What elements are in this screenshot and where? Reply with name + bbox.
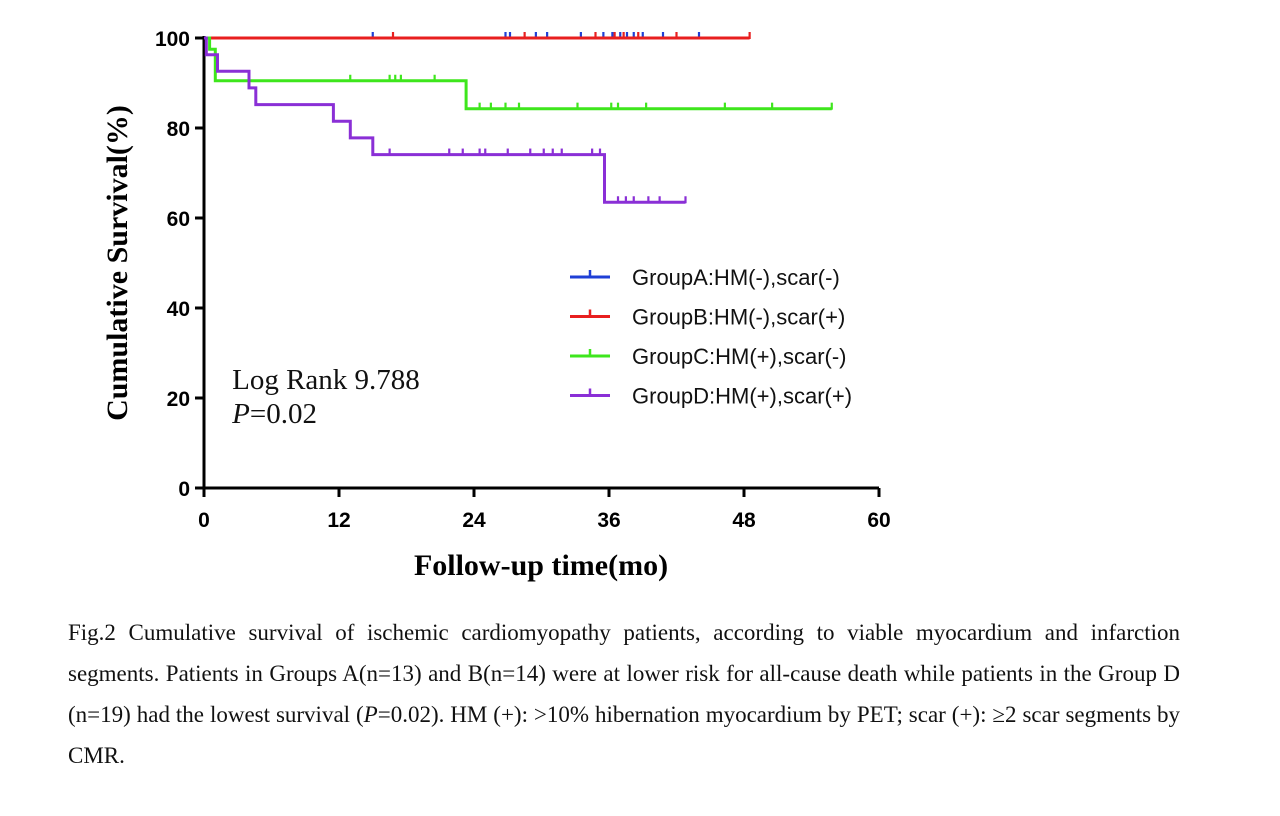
x-tick-label: 36 bbox=[597, 509, 620, 532]
legend-item-3: GroupC:HM(+),scar(-) bbox=[570, 344, 847, 369]
y-tick-label: 40 bbox=[167, 298, 190, 321]
figure-caption: Fig.2 Cumulative survival of ischemic ca… bbox=[68, 612, 1180, 776]
y-tick-label: 100 bbox=[155, 28, 190, 51]
survival-chart: 0 12 24 36 48 60 0 20 40 60 80 100 GroupA:HM(-),sca… bbox=[101, 28, 891, 582]
chart-axes: 0 12 24 36 48 60 0 20 40 60 80 100 bbox=[155, 28, 891, 532]
legend-item-2: GroupB:HM(-),scar(+) bbox=[570, 305, 845, 330]
legend-item-4: GroupD:HM(+),scar(+) bbox=[570, 384, 852, 409]
x-tick-label: 60 bbox=[867, 509, 890, 532]
x-axis-title: Follow-up time(mo) bbox=[414, 549, 668, 582]
legend-label: GroupA:HM(-),scar(-) bbox=[632, 265, 840, 290]
series-4 bbox=[204, 36, 687, 204]
series-3 bbox=[204, 36, 833, 111]
legend-label: GroupD:HM(+),scar(+) bbox=[632, 384, 852, 409]
x-tick-label: 24 bbox=[462, 509, 486, 532]
chart-legend: GroupA:HM(-),scar(-) GroupB:HM(-),scar(+)… bbox=[570, 265, 852, 409]
caption-text-end: =0.02). HM (+): >10% hibernation myocard… bbox=[68, 702, 1181, 768]
stat-annotation-2: P=0.02 bbox=[231, 398, 317, 430]
series-2 bbox=[204, 32, 751, 40]
caption-text-start: Fig.2 Cumulative survival of ischemic ca… bbox=[68, 620, 1180, 727]
stat-annotation-1: Log Rank 9.788 bbox=[232, 364, 420, 396]
x-tick-label: 48 bbox=[732, 509, 756, 532]
series-line bbox=[204, 36, 686, 204]
legend-label: GroupB:HM(-),scar(+) bbox=[632, 305, 845, 330]
series-line bbox=[204, 36, 832, 111]
y-tick-label: 0 bbox=[178, 478, 190, 501]
legend-label: GroupC:HM(+),scar(-) bbox=[632, 344, 847, 369]
stat-value: =0.02 bbox=[250, 398, 317, 430]
legend-item-1: GroupA:HM(-),scar(-) bbox=[570, 265, 840, 290]
y-tick-label: 20 bbox=[167, 388, 190, 411]
x-tick-label: 0 bbox=[198, 509, 210, 532]
y-tick-label: 80 bbox=[167, 118, 190, 141]
chart-series bbox=[204, 32, 833, 204]
x-tick-label: 12 bbox=[327, 509, 350, 532]
stat-italic-symbol: P bbox=[231, 398, 250, 430]
y-axis-title: Cumulative Survival(%) bbox=[101, 105, 134, 421]
y-tick-label: 60 bbox=[167, 208, 190, 231]
caption-p-italic: P bbox=[363, 702, 378, 727]
